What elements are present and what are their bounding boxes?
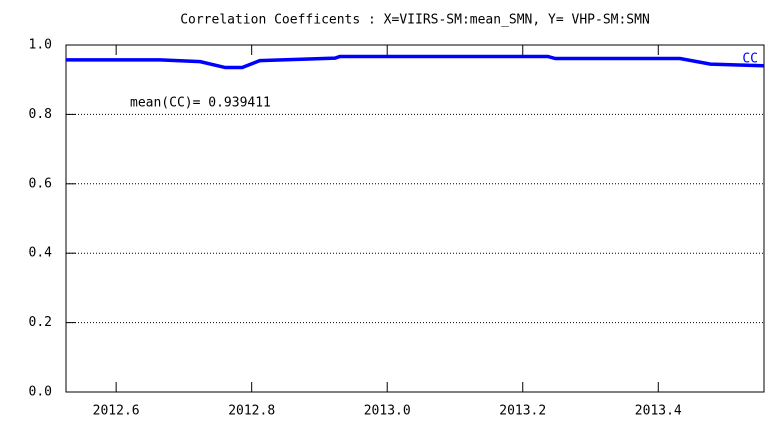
- plot-frame: [65, 44, 765, 393]
- x-tick-label: 2013.2: [499, 404, 546, 419]
- y-tick-label: 0.6: [29, 176, 52, 191]
- x-tick-label: 2013.0: [364, 404, 411, 419]
- x-tick-label: 2013.4: [635, 404, 682, 419]
- legend-label: CC: [742, 52, 758, 67]
- data-line: [66, 54, 765, 70]
- y-tick-label: 0.8: [29, 107, 52, 122]
- x-tick-label: 2012.6: [93, 404, 140, 419]
- y-tick-label: 0.0: [29, 385, 52, 400]
- y-tick-label: 1.0: [29, 38, 52, 53]
- annotation: mean(CC)= 0.939411: [130, 96, 271, 111]
- y-tick-label: 0.4: [29, 246, 53, 261]
- x-tick-label: 2012.8: [228, 404, 275, 419]
- y-tick-label: 0.2: [29, 315, 52, 330]
- chart-title: Correlation Coefficents : X=VIIRS-SM:mea…: [180, 13, 650, 28]
